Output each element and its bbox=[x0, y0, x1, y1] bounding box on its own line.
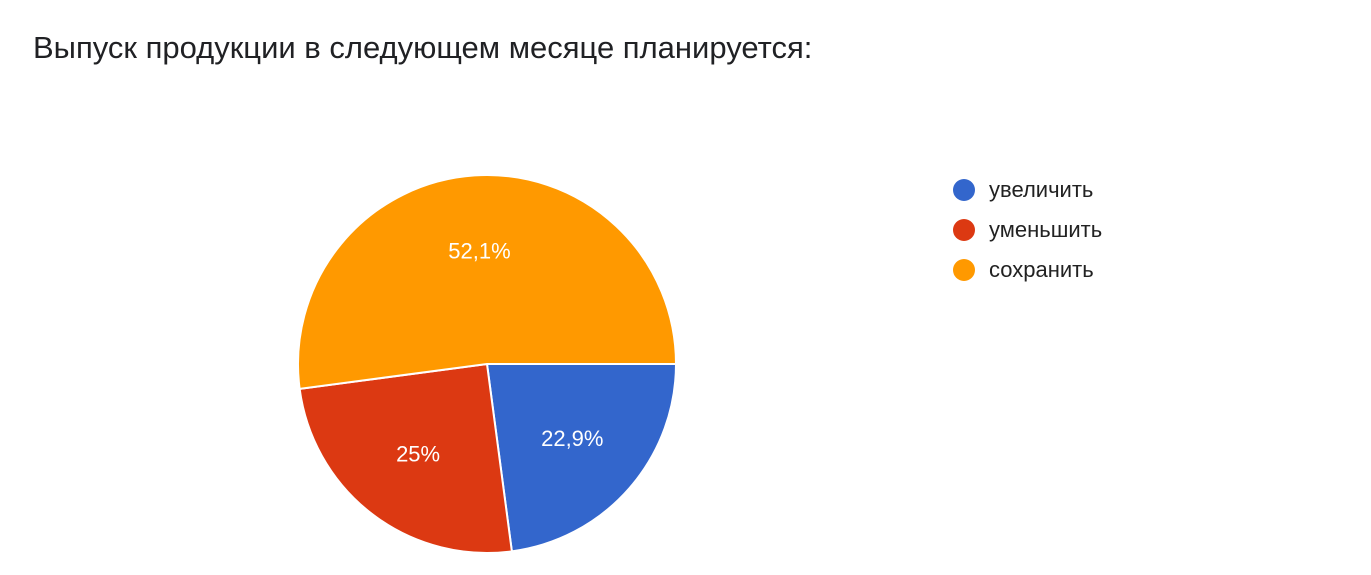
pie-slice-3[interactable] bbox=[297, 174, 677, 390]
legend-item-uvelichit[interactable]: увеличить bbox=[953, 170, 1102, 210]
chart-legend: увеличить уменьшить сохранить bbox=[953, 170, 1102, 290]
legend-item-sokhranit[interactable]: сохранить bbox=[953, 250, 1102, 290]
pie-slice-label-1: 22,9% bbox=[541, 426, 603, 451]
legend-swatch-icon bbox=[953, 219, 975, 241]
pie-slice-1[interactable] bbox=[486, 363, 677, 553]
pie-slices bbox=[297, 174, 677, 554]
legend-label: увеличить bbox=[989, 177, 1094, 202]
legend-label: уменьшить bbox=[989, 217, 1103, 242]
chart-title: Выпуск продукции в следующем месяце план… bbox=[33, 30, 813, 65]
pie-slice-label-3: 52,1% bbox=[448, 238, 510, 263]
pie-slice-labels: 22,9% 25% 52,1% bbox=[396, 238, 603, 466]
legend-item-umenshit[interactable]: уменьшить bbox=[953, 210, 1102, 250]
legend-label: сохранить bbox=[989, 257, 1094, 282]
legend-swatch-icon bbox=[953, 259, 975, 281]
legend-swatch-icon bbox=[953, 179, 975, 201]
pie-slice-label-2: 25% bbox=[396, 442, 440, 467]
pie-slice-2[interactable] bbox=[298, 363, 513, 554]
